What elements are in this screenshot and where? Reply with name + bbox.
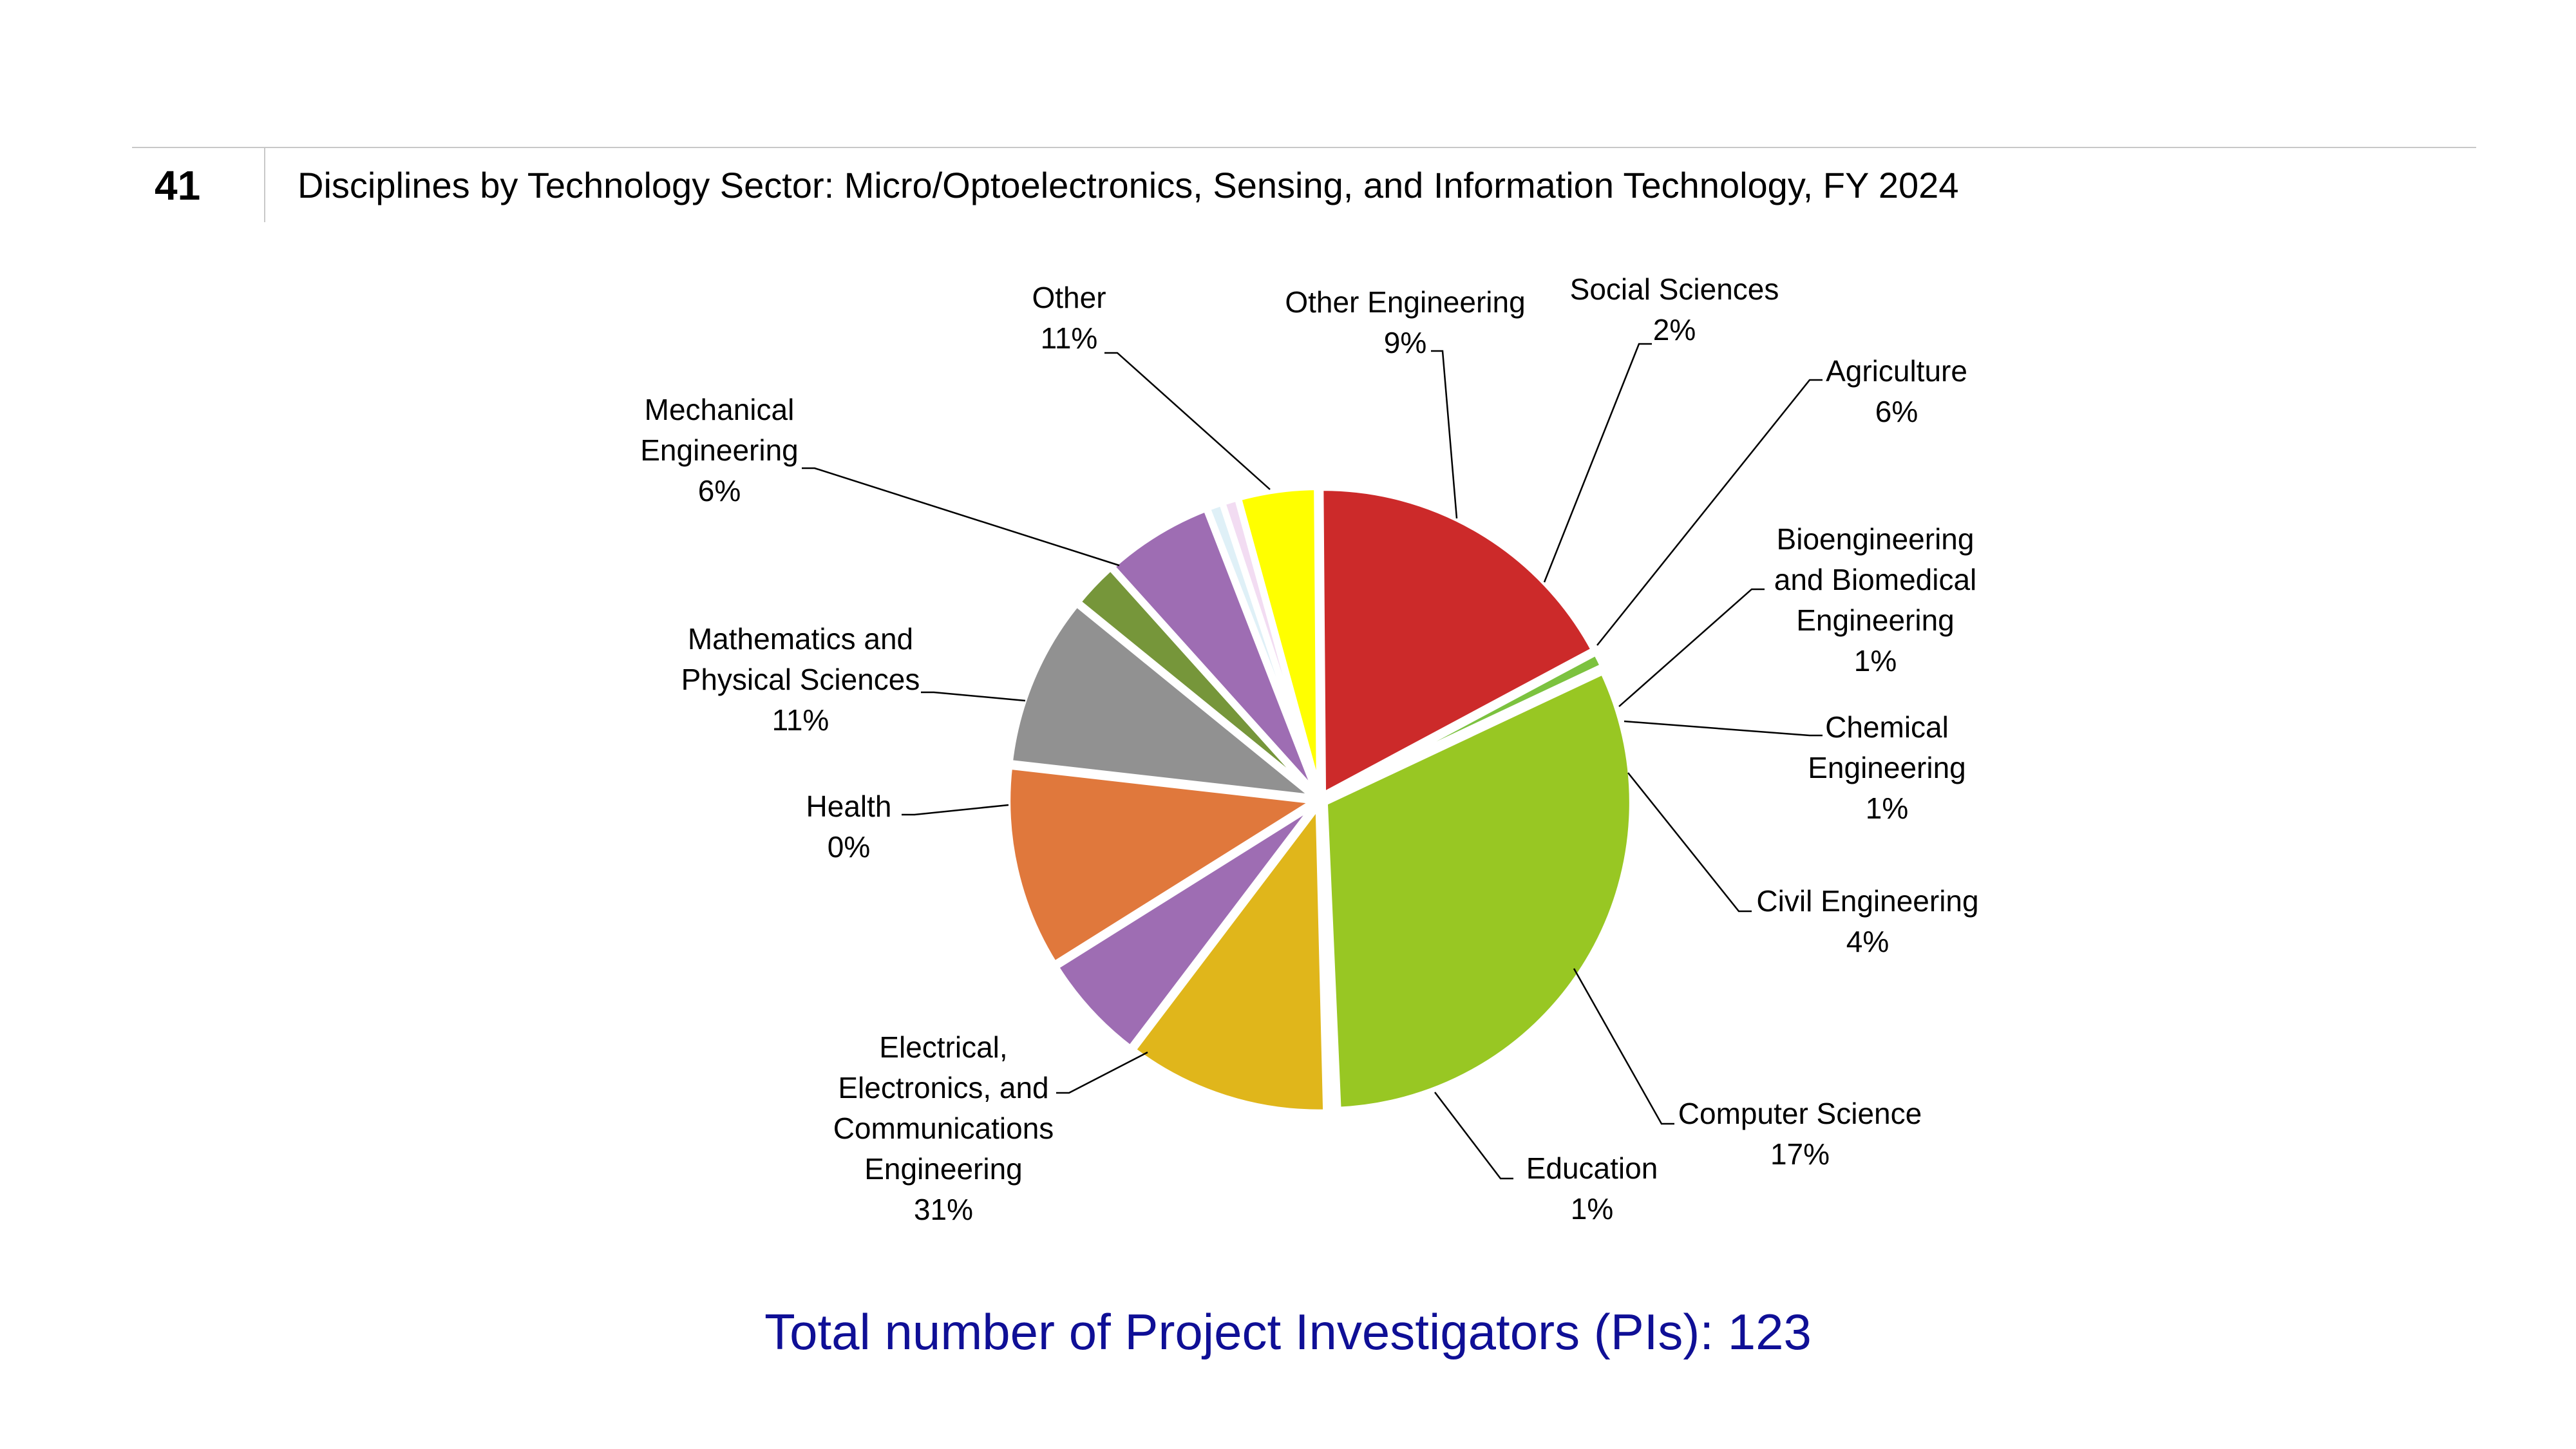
leader-line-health	[902, 804, 1009, 816]
pie-slice-computer-science	[1317, 484, 1598, 799]
slide-number: 41	[155, 162, 201, 209]
slice-label-electrical-electronics-and-communications-engineering: Electrical, Electronics, and Communication…	[833, 1030, 1054, 1226]
leader-line-mathematics-and-physical-sciences	[921, 691, 1026, 702]
slice-label-mechanical-engineering: Mechanical Engineering 6%	[640, 393, 799, 507]
slice-label-mathematics-and-physical-sciences: Mathematics and Physical Sciences 11%	[681, 622, 920, 737]
leader-line-social-sciences	[1543, 343, 1652, 583]
leader-line-bioengineering-and-biomedical-engineering	[1618, 588, 1765, 707]
leader-line-education	[1434, 1092, 1513, 1180]
leader-line-chemical-engineering	[1624, 720, 1823, 737]
pie-slice-other-engineering	[1006, 600, 1319, 801]
header-rule	[132, 147, 2476, 148]
header-divider	[264, 148, 265, 222]
leader-line-civil-engineering	[1627, 772, 1752, 913]
pie-slices	[1004, 484, 1636, 1116]
pie-slice-civil-engineering	[1235, 484, 1323, 799]
slice-label-computer-science: Computer Science 17%	[1678, 1097, 1922, 1171]
leader-lines	[802, 343, 1823, 1180]
leader-line-agriculture	[1596, 379, 1823, 646]
slice-label-health: Health 0%	[806, 790, 892, 864]
slice-labels: Other Engineering 9% Social Sciences 2% Agri…	[640, 272, 1978, 1226]
leader-line-other-engineering	[1431, 350, 1458, 519]
pie-slice-other	[1004, 762, 1319, 968]
pie-slice-mechanical-engineering	[1052, 800, 1320, 1052]
slice-label-bioengineering-and-biomedical-engineering: Bioengineering and Biomedical Engineering 1…	[1774, 522, 1977, 677]
pie-chart: Other Engineering 9% Social Sciences 2% Agri…	[640, 272, 1978, 1226]
slice-label-civil-engineering: Civil Engineering 4%	[1756, 884, 1978, 958]
slice-label-agriculture: Agriculture 6%	[1826, 354, 1967, 428]
pie-slice-mathematics-and-physical-sciences	[1129, 801, 1330, 1116]
slice-label-chemical-engineering: Chemical Engineering 1%	[1808, 710, 1966, 825]
leader-line-mechanical-engineering	[802, 467, 1120, 567]
slice-label-other: Other 11%	[1032, 281, 1106, 355]
slice-label-social-sciences: Social Sciences 2%	[1570, 272, 1779, 346]
slice-label-education: Education 1%	[1526, 1151, 1658, 1226]
slide-title: Disciplines by Technology Sector: Micro/…	[298, 165, 1959, 205]
leader-line-other	[1104, 352, 1271, 490]
pie-slice-education	[1321, 649, 1607, 801]
leader-line-electrical-electronics-and-communications-engineering	[1056, 1051, 1148, 1094]
pie-slice-electrical-electronics-and-communications-engineering	[1321, 668, 1636, 1113]
slice-label-other-engineering: Other Engineering 9%	[1285, 285, 1525, 359]
total-pi-count: Total number of Project Investigators (P…	[764, 1303, 1812, 1360]
leader-line-computer-science	[1573, 968, 1674, 1125]
